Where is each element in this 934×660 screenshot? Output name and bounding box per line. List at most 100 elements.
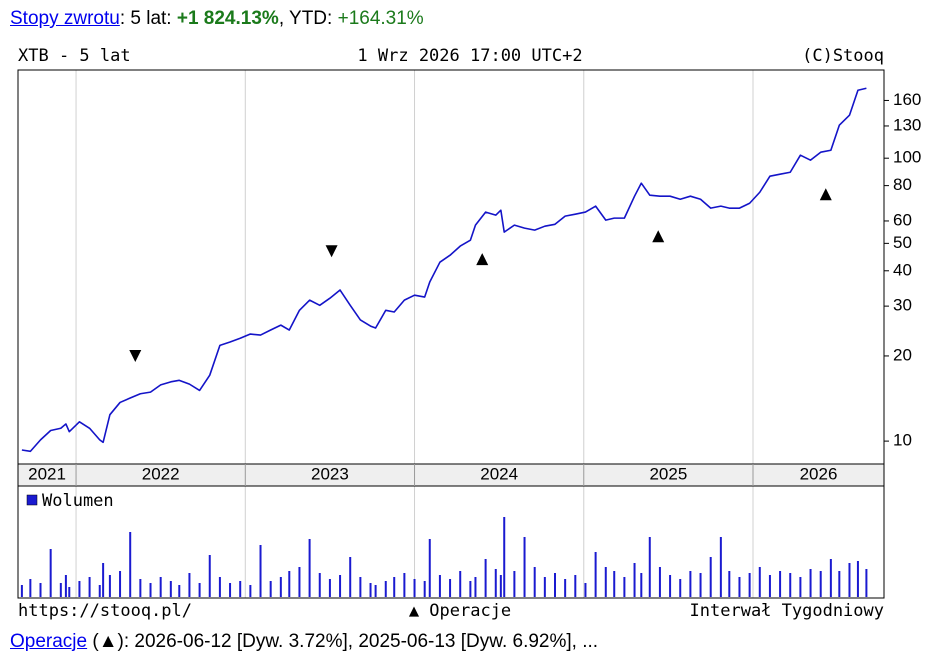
- volume-bar: [669, 575, 672, 597]
- volume-bar: [640, 573, 643, 597]
- legend-label: Wolumen: [42, 491, 114, 511]
- volume-bar: [648, 537, 651, 597]
- volume-bar: [374, 585, 377, 597]
- x-tick-label: 2023: [311, 464, 349, 483]
- x-tick-label: 2024: [480, 464, 518, 483]
- volume-bar: [149, 583, 152, 597]
- volume-bar: [779, 571, 782, 597]
- volume-bar: [249, 585, 252, 597]
- volume-bar: [229, 583, 232, 597]
- volume-bar: [169, 581, 172, 597]
- footer-link[interactable]: Operacje: [10, 631, 88, 652]
- volume-bar: [523, 537, 526, 597]
- volume-bar: [438, 575, 441, 597]
- volume-bar: [719, 537, 722, 597]
- volume-bar: [102, 563, 105, 597]
- volume-bar: [339, 575, 342, 597]
- y-tick-label: 40: [893, 260, 912, 279]
- y-tick-label: 50: [893, 233, 912, 252]
- volume-bar: [689, 571, 692, 597]
- operations-legend: ▲ Operacje: [409, 601, 511, 621]
- volume-bar: [318, 573, 321, 597]
- volume-bar: [865, 569, 868, 597]
- volume-bar: [88, 577, 91, 597]
- volume-bar: [533, 567, 536, 597]
- operation-marker: [819, 188, 832, 201]
- volume-bar: [178, 585, 181, 597]
- x-tick-label: 2021: [28, 464, 66, 483]
- volume-bar: [64, 575, 67, 597]
- footer-text: (▲): 2026-06-12 [Dyw. 3.72%], 2025-06-13…: [87, 631, 599, 652]
- operation-marker: [652, 230, 665, 243]
- volume-bar: [574, 575, 577, 597]
- volume-bar: [423, 581, 426, 597]
- volume-bar: [809, 569, 812, 597]
- volume-bar: [738, 577, 741, 597]
- volume-bar: [59, 583, 62, 597]
- ytd-return: +164.31%: [337, 8, 424, 29]
- volume-bar: [239, 581, 242, 597]
- volume-bar: [384, 581, 387, 597]
- copyright: (C)Stooq: [802, 46, 884, 66]
- volume-bar: [428, 539, 431, 597]
- volume-bar: [484, 559, 487, 597]
- volume-bar: [403, 573, 406, 597]
- x-tick-label: 2026: [800, 464, 838, 483]
- volume-bar: [699, 573, 702, 597]
- year-band: [18, 464, 884, 486]
- volume-bar: [679, 579, 682, 597]
- y-tick-label: 80: [893, 175, 912, 194]
- price-line: [21, 87, 867, 453]
- source: https://stooq.pl/: [18, 601, 192, 621]
- volume-bar: [613, 571, 616, 597]
- volume-bar: [819, 571, 822, 597]
- summary-link[interactable]: Stopy zwrotu: [10, 8, 120, 29]
- volume-bar: [108, 575, 111, 597]
- x-tick-label: 2022: [142, 464, 180, 483]
- volume-bar: [829, 559, 832, 597]
- volume-bar: [259, 545, 262, 597]
- y-tick-label: 130: [893, 115, 921, 134]
- volume-bar: [494, 569, 497, 597]
- volume-bar: [594, 552, 597, 597]
- volume-bar: [20, 585, 23, 597]
- volume-bar: [838, 571, 841, 597]
- volume-bar: [129, 532, 132, 597]
- volume-bar: [298, 567, 301, 597]
- volume-bar: [218, 577, 221, 597]
- volume-bar: [633, 563, 636, 597]
- volume-bar: [449, 579, 452, 597]
- volume-bar: [279, 577, 282, 597]
- summary-text: , YTD:: [278, 8, 338, 29]
- chart: XTB - 5 lat 1 Wrz 2026 17:00 UTC+2 (C)St…: [17, 46, 921, 621]
- volume-bar: [98, 585, 101, 597]
- y-tick-label: 10: [893, 431, 912, 450]
- chart-date: 1 Wrz 2026 17:00 UTC+2: [357, 46, 582, 66]
- legend-swatch: [26, 494, 38, 506]
- operation-marker: [476, 253, 489, 266]
- volume-bar: [543, 577, 546, 597]
- interval: Interwał Tygodniowy: [690, 601, 884, 621]
- volume-bar: [728, 571, 731, 597]
- x-tick-label: 2025: [649, 464, 687, 483]
- volume-bar: [789, 573, 792, 597]
- y-tick-label: 160: [893, 90, 921, 109]
- operation-marker: [129, 349, 142, 362]
- volume-bar: [604, 567, 607, 597]
- volume-bar: [29, 579, 32, 597]
- volume-bar: [328, 579, 331, 597]
- volume-bar: [269, 581, 272, 597]
- volume-bar: [349, 557, 352, 597]
- volume-bar: [413, 579, 416, 597]
- volume-bar: [658, 567, 661, 597]
- volume-bar: [369, 583, 372, 597]
- volume-bar: [748, 573, 751, 597]
- volume-bar: [469, 581, 472, 597]
- y-tick-label: 100: [893, 148, 921, 167]
- volume-bar: [198, 583, 201, 597]
- volume-bar: [856, 561, 859, 597]
- volume-bar: [553, 573, 556, 597]
- volume-bar: [49, 549, 52, 597]
- volume-bar: [584, 583, 587, 597]
